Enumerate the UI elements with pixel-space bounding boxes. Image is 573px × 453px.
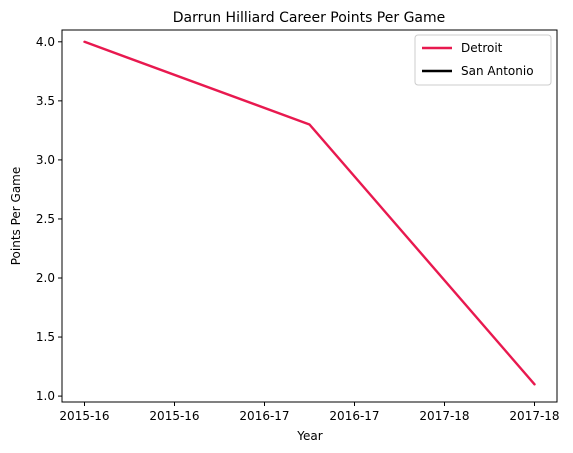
legend-label-detroit: Detroit <box>461 41 503 55</box>
y-tick-label: 3.5 <box>36 94 55 108</box>
x-axis: 2015-16 2015-16 2016-17 2016-17 2017-18 2017-… <box>59 402 560 423</box>
series-line-detroit <box>83 40 536 386</box>
series-lines <box>83 40 536 386</box>
x-tick-label: 2016-17 <box>329 409 379 423</box>
x-axis-label: Year <box>296 429 322 443</box>
y-tick-label: 2.5 <box>36 212 55 226</box>
y-tick-label: 3.0 <box>36 153 55 167</box>
x-tick-label: 2017-18 <box>419 409 469 423</box>
legend-label-san-antonio: San Antonio <box>461 64 534 78</box>
y-tick-label: 1.5 <box>36 330 55 344</box>
x-tick-label: 2015-16 <box>149 409 199 423</box>
x-tick-label: 2015-16 <box>59 409 109 423</box>
chart-title: Darrun Hilliard Career Points Per Game <box>173 10 446 26</box>
y-tick-label: 2.0 <box>36 271 55 285</box>
legend: Detroit San Antonio <box>414 34 552 86</box>
y-axis: 1.0 1.5 2.0 2.5 3.0 3.5 4.0 <box>36 35 62 403</box>
y-tick-label: 1.0 <box>36 389 55 403</box>
y-tick-label: 4.0 <box>36 35 55 49</box>
plot-frame <box>61 29 558 403</box>
y-axis-label: Points Per Game <box>9 167 23 266</box>
x-tick-label: 2017-18 <box>509 409 559 423</box>
x-tick-label: 2016-17 <box>239 409 289 423</box>
